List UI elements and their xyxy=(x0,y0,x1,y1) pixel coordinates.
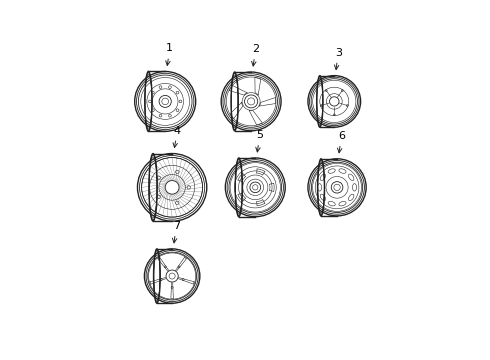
Text: 5: 5 xyxy=(256,130,263,152)
Text: 7: 7 xyxy=(172,221,180,243)
Text: 6: 6 xyxy=(338,131,345,153)
Text: 3: 3 xyxy=(335,48,342,69)
Text: 4: 4 xyxy=(173,126,181,148)
Text: 1: 1 xyxy=(166,44,173,66)
Text: 2: 2 xyxy=(251,44,259,66)
